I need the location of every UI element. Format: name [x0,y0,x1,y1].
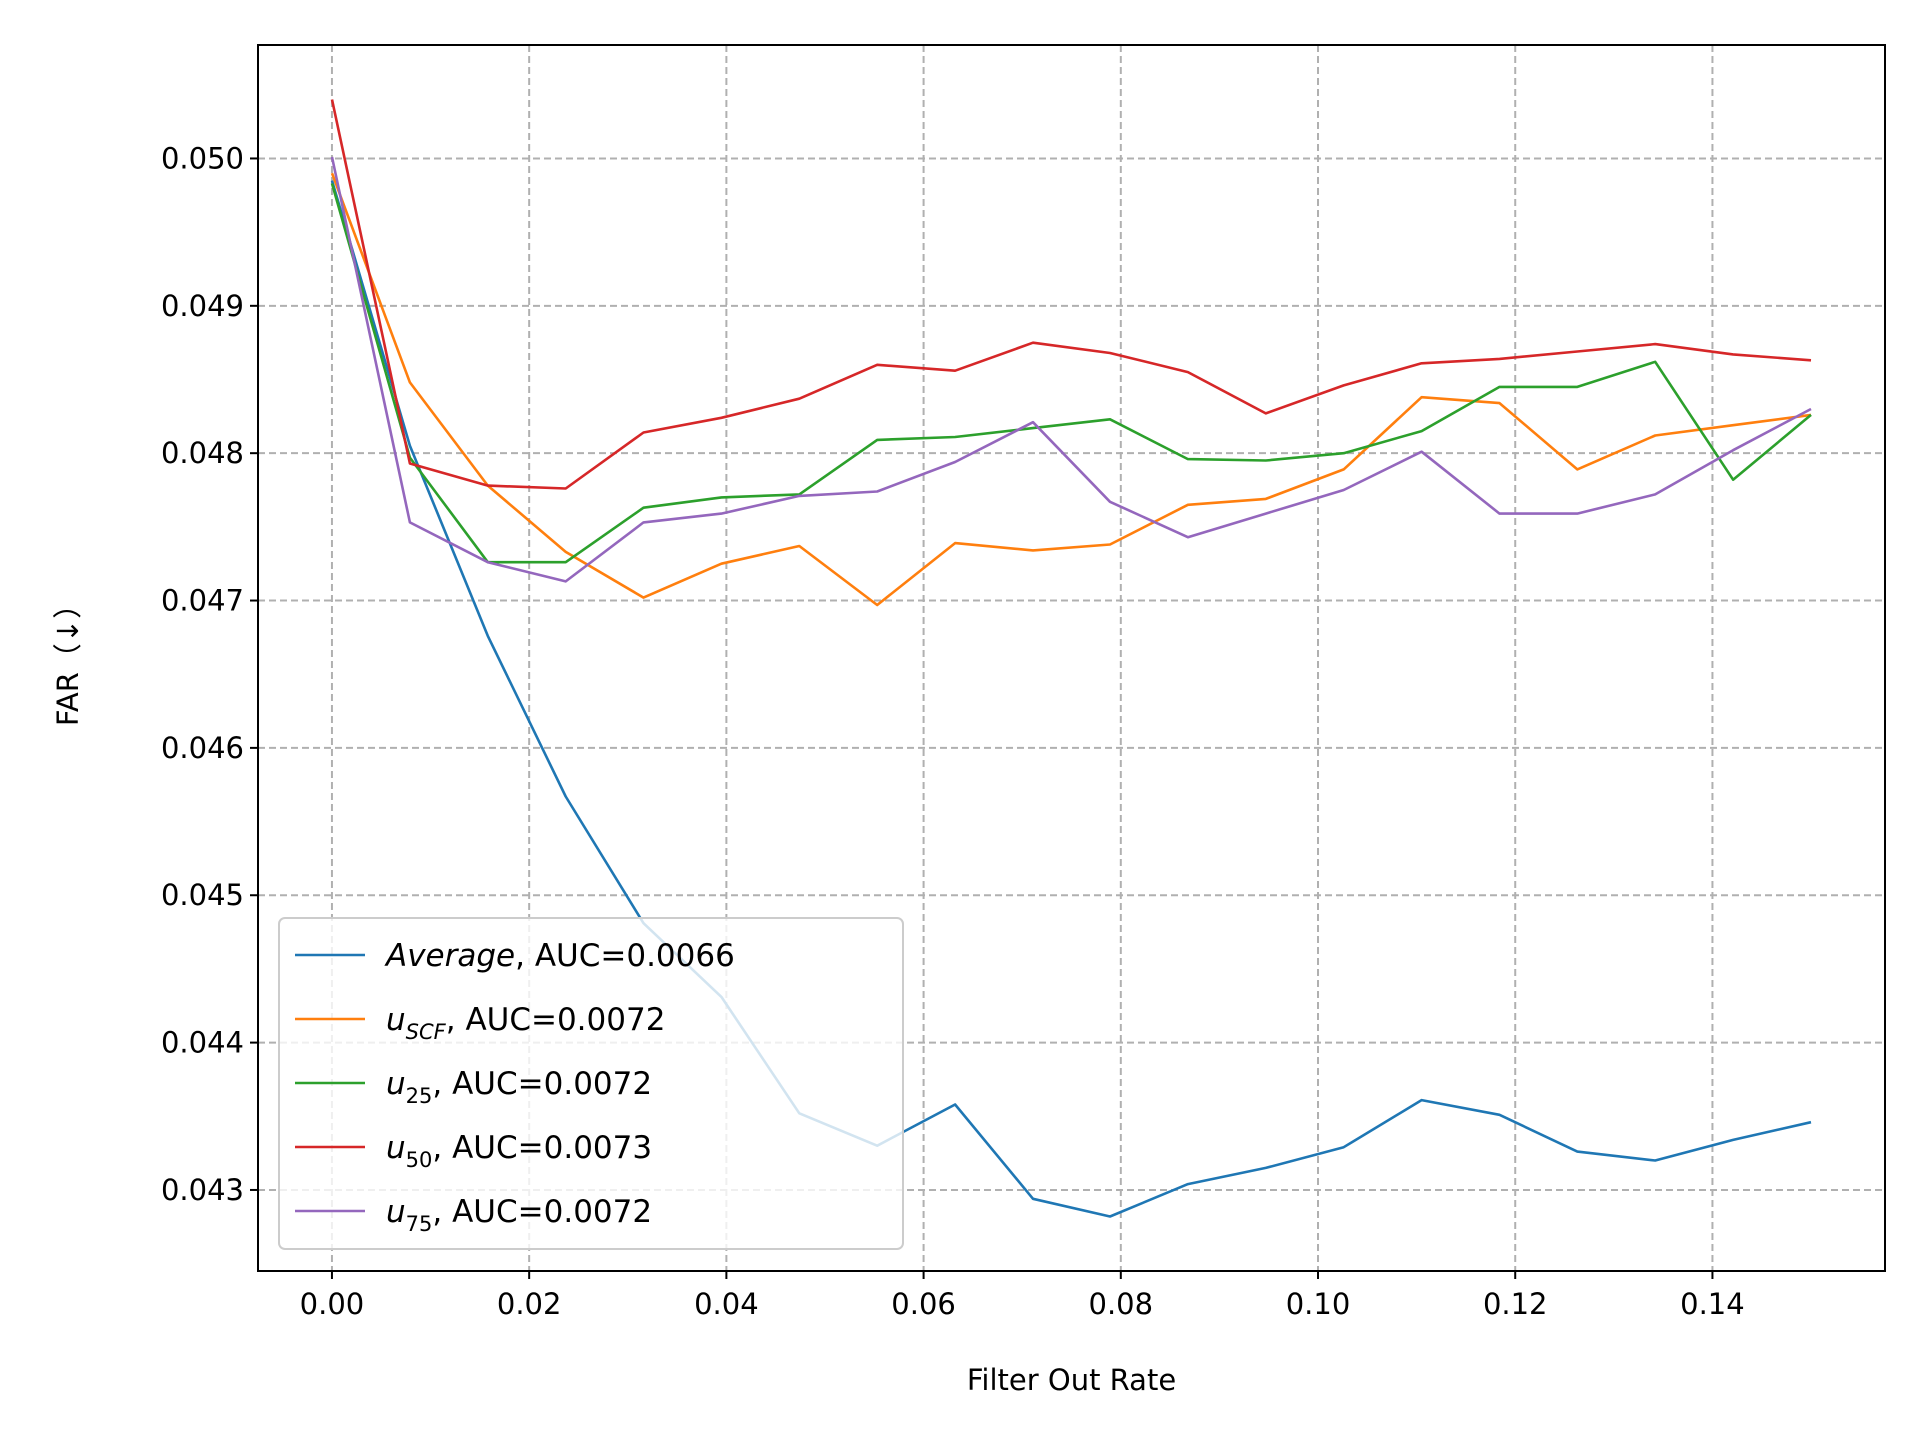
x-tick-label: 0.04 [694,1287,759,1321]
series-line-1 [330,172,1812,607]
y-tick-label: 0.049 [161,289,244,323]
y-tick-label: 0.048 [161,436,244,470]
legend: Average, AUC=0.0066 uSCF, AUC=0.0072 u25, … [278,917,904,1250]
series-line-0 [330,180,1812,1218]
grid-lines [258,45,1885,1271]
series-line-4 [330,156,1812,583]
x-tick-label: 0.06 [891,1287,956,1321]
x-tick-label: 0.10 [1286,1287,1351,1321]
x-tick-label: 0.00 [300,1287,365,1321]
y-tick-label: 0.050 [161,141,244,175]
y-axis-ticks: 0.043 0.044 0.045 0.046 0.047 0.048 0.049 0.050 [161,141,258,1207]
legend-entry-label: u25, AUC=0.0072 [386,1066,652,1108]
x-tick-label: 0.12 [1483,1287,1548,1321]
legend-entry-label: u50, AUC=0.0073 [386,1130,652,1172]
series-line-3 [330,99,1812,490]
y-tick-label: 0.044 [161,1026,244,1060]
x-axis-label: Filter Out Rate [967,1363,1176,1397]
x-tick-label: 0.02 [497,1287,562,1321]
y-tick-label: 0.047 [161,584,244,618]
y-tick-label: 0.045 [161,878,244,912]
x-tick-label: 0.08 [1089,1287,1154,1321]
x-tick-label: 0.14 [1680,1287,1745,1321]
legend-entry-label: u75, AUC=0.0072 [386,1194,652,1236]
y-tick-label: 0.043 [161,1173,244,1207]
y-axis-label: FAR（↓） [51,590,85,726]
plot-area-frame [257,44,1886,1272]
legend-entry-label: uSCF, AUC=0.0072 [386,1002,665,1044]
x-axis-ticks: 0.00 0.02 0.04 0.06 0.08 0.10 0.12 0.14 [300,1271,1745,1321]
legend-entry-label: Average, AUC=0.0066 [384,938,735,974]
series-lines [330,99,1812,1218]
legend-box [278,917,904,1250]
y-tick-label: 0.046 [161,731,244,765]
series-line-2 [330,183,1812,564]
